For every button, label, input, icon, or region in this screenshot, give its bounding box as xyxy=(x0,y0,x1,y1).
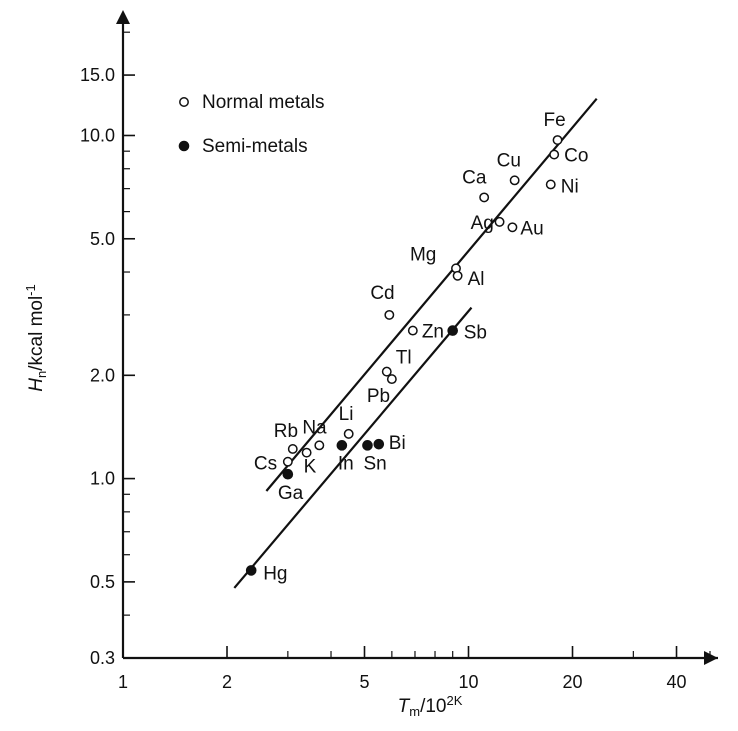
y-tick-label-0: 0.3 xyxy=(90,648,115,668)
semi-metal-point-bi xyxy=(373,438,385,450)
fit-lines-layer xyxy=(233,97,598,589)
point-label-bi: Bi xyxy=(389,433,406,454)
normal-metal-point-cu xyxy=(509,175,520,186)
x-axis-arrow xyxy=(704,651,718,665)
y-axis-arrow xyxy=(116,10,130,24)
axes-layer: 1 2 5 10 20 40 0.3 0.5 1.0 2.0 5.0 10.0 15.0 Tm/102K H… xyxy=(23,10,718,719)
point-label-zn: Zn xyxy=(422,322,444,343)
point-label-sn: Sn xyxy=(363,453,386,474)
point-label-co: Co xyxy=(564,146,588,167)
point-label-au: Au xyxy=(520,218,543,239)
fit-line-1 xyxy=(233,306,473,589)
point-label-cu: Cu xyxy=(497,150,521,171)
semi-metal-point-hg xyxy=(245,565,257,576)
y-axis-label: Hn/kcal mol-1 xyxy=(23,284,49,392)
normal-metal-point-ni xyxy=(545,179,556,190)
point-label-hg: Hg xyxy=(263,563,287,584)
point-label-sb: Sb xyxy=(464,323,487,344)
point-label-cs: Cs xyxy=(254,454,277,475)
fit-line-0 xyxy=(265,97,598,492)
point-label-ni: Ni xyxy=(561,176,579,197)
x-tick-label-0: 1 xyxy=(118,672,128,692)
normal-metal-point-rb xyxy=(287,444,298,454)
x-tick-label-2: 5 xyxy=(359,672,369,692)
legend-layer: Normal metals Semi-metals xyxy=(178,92,324,157)
x-tick-label-3: 10 xyxy=(458,672,478,692)
point-label-ga: Ga xyxy=(278,483,304,504)
points-layer xyxy=(245,135,563,576)
point-label-li: Li xyxy=(339,404,354,425)
legend-marker-0 xyxy=(179,97,189,107)
point-label-cd: Cd xyxy=(370,283,394,304)
y-tick-label-6: 15.0 xyxy=(80,65,115,85)
legend-label-0: Normal metals xyxy=(202,92,324,113)
point-label-al: Al xyxy=(468,269,485,290)
normal-metal-point-li xyxy=(343,428,354,439)
normal-metal-point-zn xyxy=(407,325,418,336)
normal-metal-point-cs xyxy=(282,456,293,467)
normal-metal-point-tl xyxy=(381,366,392,377)
semi-metal-point-sb xyxy=(447,325,458,336)
point-label-ca: Ca xyxy=(462,167,487,188)
normal-metal-point-pb xyxy=(386,374,397,385)
point-label-na: Na xyxy=(302,417,327,438)
normal-metal-point-al xyxy=(452,270,463,281)
point-label-fe: Fe xyxy=(544,110,566,131)
y-tick-label-5: 10.0 xyxy=(80,125,115,145)
point-label-ag: Ag xyxy=(471,213,494,234)
x-tick-label-5: 40 xyxy=(667,672,687,692)
x-tick-label-4: 20 xyxy=(562,672,582,692)
normal-metal-point-co xyxy=(549,149,560,160)
semi-metal-point-ga xyxy=(282,468,294,480)
x-axis-label: Tm/102K xyxy=(398,693,463,719)
legend-label-1: Semi-metals xyxy=(202,136,308,157)
normal-metal-point-k xyxy=(301,447,312,458)
y-tick-label-2: 1.0 xyxy=(90,469,115,489)
y-tick-label-1: 0.5 xyxy=(90,572,115,592)
x-tick-label-1: 2 xyxy=(222,672,232,692)
point-label-k: K xyxy=(304,457,317,478)
y-tick-label-3: 2.0 xyxy=(90,365,115,385)
point-label-in: In xyxy=(338,453,354,474)
point-label-rb: Rb xyxy=(274,421,298,442)
legend-marker-1 xyxy=(178,140,190,152)
normal-metal-point-ca xyxy=(479,192,490,203)
normal-metal-point-fe xyxy=(552,135,563,145)
semi-metal-point-sn xyxy=(362,440,373,451)
point-label-mg: Mg xyxy=(410,244,436,265)
semi-metal-point-in xyxy=(336,440,348,451)
y-tick-label-4: 5.0 xyxy=(90,229,115,249)
normal-metal-point-ag xyxy=(494,216,505,227)
point-label-pb: Pb xyxy=(367,386,390,407)
normal-metal-point-cd xyxy=(384,309,395,320)
normal-metal-point-au xyxy=(507,222,518,233)
normal-metal-point-na xyxy=(314,440,325,451)
point-label-tl: Tl xyxy=(396,348,412,369)
